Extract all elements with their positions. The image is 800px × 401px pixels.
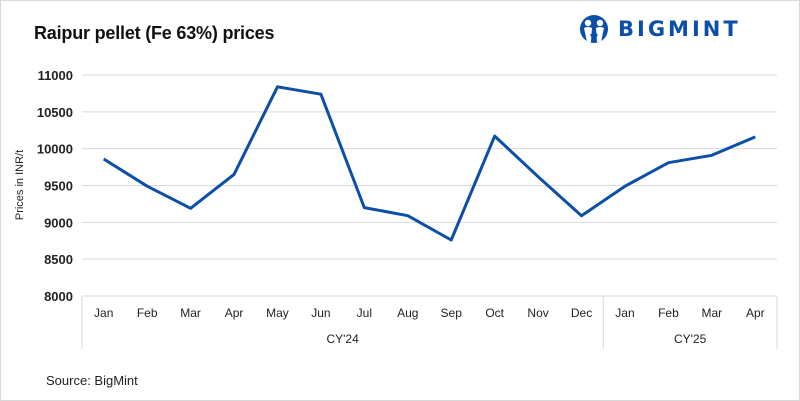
x-tick-label: Mar [702,306,723,320]
y-tick-label: 10500 [37,105,73,120]
chart-title: Raipur pellet (Fe 63%) prices [34,23,275,43]
x-tick-label: Feb [658,306,679,320]
y-tick-label: 9500 [44,179,73,194]
gridlines [82,74,777,260]
x-tick-label: Oct [485,306,504,320]
y-tick-label: 8500 [44,252,73,267]
x-tick-label: Sep [441,306,463,320]
x-tick-label: Apr [225,306,244,320]
x-tick-label: Jan [615,306,634,320]
x-tick-label: Dec [571,306,592,320]
x-tick-label: May [266,306,289,320]
source-note: Source: BigMint [46,373,138,388]
x-axis: CY'24 CY'25 Jan Feb Mar Apr May Jun Jul Aug Sep Oct… [81,295,778,349]
x-tick-label: Apr [746,306,765,320]
x-tick-label: Nov [527,306,548,320]
price-line [102,85,756,242]
bigmint-logo: BIGMINT [578,14,741,44]
logo-text: BIGMINT [618,17,741,41]
x-tick-label: Jun [311,306,330,320]
y-tick-label: 9000 [44,215,73,230]
y-tick-label: 11000 [38,68,73,83]
x-tick-label: Aug [397,306,418,320]
x-group-label: CY'25 [674,332,707,346]
x-group-label: CY'24 [326,332,359,346]
x-tick-label: Jul [357,306,372,320]
x-tick-label: Feb [137,306,158,320]
y-tick-label: 10000 [37,142,73,157]
y-tick-label: 8000 [44,289,73,304]
bigmint-logo-icon [580,15,608,43]
x-tick-label: Jan [94,306,113,320]
x-tick-label: Mar [180,306,201,320]
y-axis-ticks: 8000 8500 9000 9500 10000 10500 11000 [37,68,73,304]
